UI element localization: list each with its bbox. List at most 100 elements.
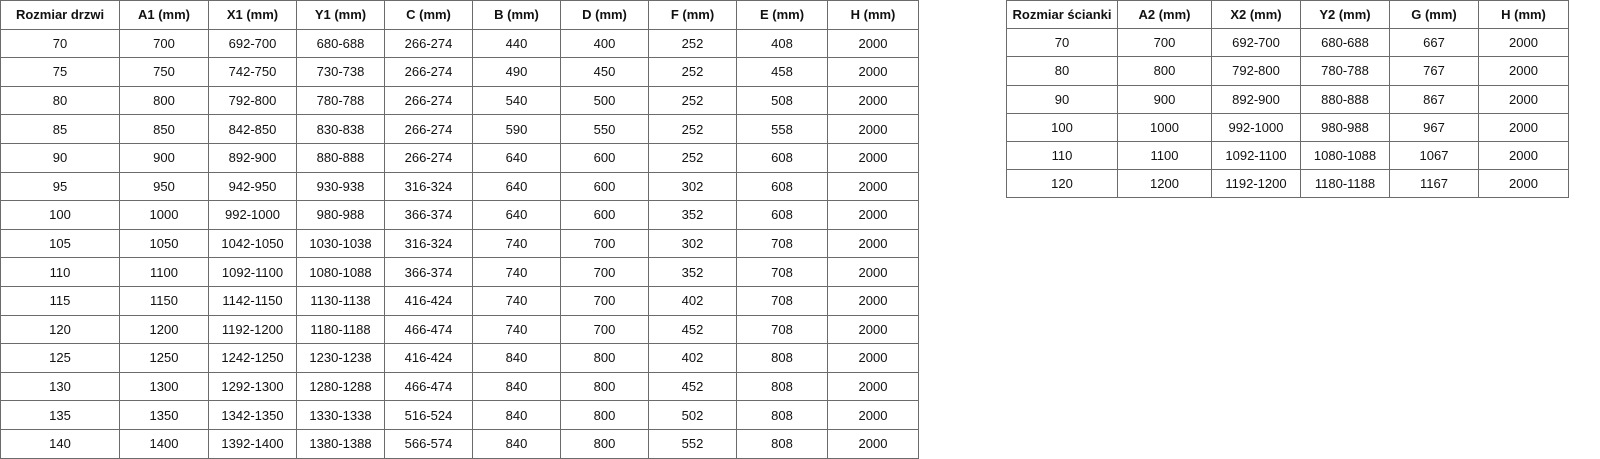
- table-cell: 1080-1088: [1300, 140, 1390, 171]
- table-row: 120 1200 1192-1200 1180-1188 466-474 740 700 45…: [0, 314, 919, 345]
- column-header: A1 (mm): [119, 0, 209, 30]
- table-cell: 1280-1288: [296, 371, 385, 402]
- table-cell: 1030-1038: [296, 228, 385, 259]
- table-cell: 85: [0, 114, 120, 144]
- table-cell: 466-474: [384, 314, 473, 345]
- table-cell: 2000: [1478, 112, 1569, 142]
- table-cell: 252: [648, 142, 737, 173]
- table-cell: 252: [648, 57, 737, 87]
- table-cell: 740: [472, 314, 561, 345]
- table-cell: 700: [560, 257, 649, 287]
- table-cell: 1100: [119, 257, 209, 287]
- table-cell: 1000: [1117, 112, 1212, 142]
- table-cell: 490: [472, 57, 561, 87]
- table-cell: 708: [736, 228, 828, 259]
- table-cell: 2000: [827, 28, 919, 59]
- table-cell: 75: [0, 57, 120, 87]
- table-cell: 740: [472, 285, 561, 316]
- table-cell: 95: [0, 171, 120, 202]
- table-cell: 105: [0, 228, 120, 259]
- table-cell: 590: [472, 114, 561, 144]
- table-cell: 930-938: [296, 171, 385, 202]
- table-cell: 967: [1389, 112, 1479, 142]
- table-cell: 70: [0, 28, 120, 59]
- table-cell: 640: [472, 142, 561, 173]
- header-row: Rozmiar ścianki A2 (mm) X2 (mm) Y2 (mm) G (m…: [1006, 0, 1569, 30]
- table-cell: 780-788: [1300, 56, 1390, 86]
- table-cell: 450: [560, 57, 649, 87]
- table-cell: 1380-1388: [296, 428, 385, 459]
- table-cell: 1092-1100: [208, 257, 297, 287]
- table-row: 70 700 692-700 680-688 266-274 440 400 252 408 20…: [0, 28, 919, 59]
- table-cell: 1167: [1389, 169, 1479, 199]
- table-cell: 1192-1200: [208, 314, 297, 345]
- table-cell: 680-688: [1300, 28, 1390, 58]
- table-cell: 600: [560, 171, 649, 202]
- table-cell: 1192-1200: [1211, 169, 1301, 199]
- table-cell: 700: [119, 28, 209, 59]
- table-cell: 800: [560, 428, 649, 459]
- table-cell: 740: [472, 228, 561, 259]
- table-cell: 840: [472, 400, 561, 430]
- table-cell: 100: [0, 200, 120, 230]
- table-cell: 2000: [827, 171, 919, 202]
- table-cell: 140: [0, 428, 120, 459]
- table-cell: 502: [648, 400, 737, 430]
- table-cell: 792-800: [208, 85, 297, 116]
- table-cell: 1300: [119, 371, 209, 402]
- table-cell: 750: [119, 57, 209, 87]
- table-row: 110 1100 1092-1100 1080-1088 1067 2000: [1006, 140, 1569, 171]
- table-cell: 2000: [827, 114, 919, 144]
- column-header: X2 (mm): [1211, 0, 1301, 30]
- column-header: Rozmiar drzwi: [0, 0, 120, 30]
- header-row: Rozmiar drzwi A1 (mm) X1 (mm) Y1 (mm) C (mm)…: [0, 0, 919, 30]
- table-cell: 2000: [1478, 140, 1569, 171]
- table-cell: 316-324: [384, 171, 473, 202]
- table-cell: 1180-1188: [1300, 169, 1390, 199]
- column-header: D (mm): [560, 0, 649, 30]
- table-cell: 408: [736, 28, 828, 59]
- table-cell: 2000: [827, 228, 919, 259]
- table-row: 80 800 792-800 780-788 767 2000: [1006, 56, 1569, 86]
- table-cell: 667: [1389, 28, 1479, 58]
- table-cell: 120: [1006, 169, 1118, 199]
- table-cell: 366-374: [384, 257, 473, 287]
- table-cell: 692-700: [1211, 28, 1301, 58]
- table-cell: 90: [1006, 84, 1118, 114]
- table-cell: 120: [0, 314, 120, 345]
- table-cell: 1230-1238: [296, 343, 385, 373]
- table-cell: 130: [0, 371, 120, 402]
- table-cell: 808: [736, 428, 828, 459]
- table-cell: 80: [0, 85, 120, 116]
- table-cell: 316-324: [384, 228, 473, 259]
- table-row: 90 900 892-900 880-888 266-274 640 600 252 608 20…: [0, 142, 919, 173]
- table-cell: 402: [648, 343, 737, 373]
- table-cell: 640: [472, 200, 561, 230]
- column-header: Rozmiar ścianki: [1006, 0, 1118, 30]
- table-cell: 540: [472, 85, 561, 116]
- table-cell: 2000: [1478, 169, 1569, 199]
- table-cell: 780-788: [296, 85, 385, 116]
- table-row: 135 1350 1342-1350 1330-1338 516-524 840 800 50…: [0, 400, 919, 430]
- table-cell: 1350: [119, 400, 209, 430]
- table-cell: 252: [648, 114, 737, 144]
- table-cell: 800: [560, 400, 649, 430]
- table-cell: 1292-1300: [208, 371, 297, 402]
- table-cell: 1400: [119, 428, 209, 459]
- table-cell: 440: [472, 28, 561, 59]
- column-header: A2 (mm): [1117, 0, 1212, 30]
- table-cell: 500: [560, 85, 649, 116]
- table-row: 110 1100 1092-1100 1080-1088 366-374 740 700 35…: [0, 257, 919, 287]
- table-cell: 700: [1117, 28, 1212, 58]
- table-cell: 416-424: [384, 343, 473, 373]
- table-cell: 730-738: [296, 57, 385, 87]
- table-cell: 125: [0, 343, 120, 373]
- table-cell: 516-524: [384, 400, 473, 430]
- table-cell: 840: [472, 428, 561, 459]
- table-cell: 402: [648, 285, 737, 316]
- table-cell: 1250: [119, 343, 209, 373]
- table-cell: 416-424: [384, 285, 473, 316]
- table-cell: 800: [560, 371, 649, 402]
- table-cell: 302: [648, 171, 737, 202]
- table-cell: 1150: [119, 285, 209, 316]
